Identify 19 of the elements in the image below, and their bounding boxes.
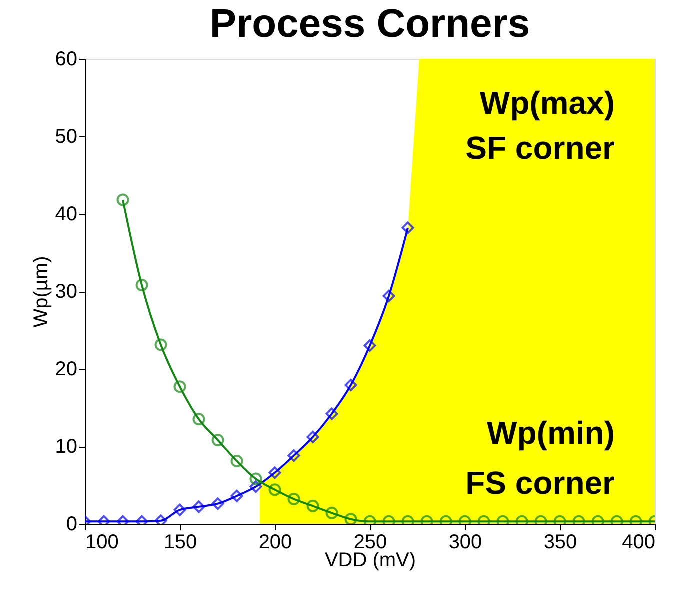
x-tick-label: 100 (86, 532, 119, 554)
x-tick-label: 350 (544, 532, 578, 554)
y-tick-label: 10 (55, 436, 78, 458)
y-tick-label: 0 (66, 514, 78, 536)
y-tick-label: 40 (55, 204, 78, 226)
x-tick-label: 300 (448, 532, 482, 554)
y-axis-title: Wp(µm) (30, 256, 52, 328)
annotation: FS corner (466, 465, 615, 501)
chart-title: Process Corners (210, 2, 530, 46)
y-tick-label: 20 (55, 358, 78, 380)
y-tick-label: 50 (55, 126, 78, 148)
x-tick-label: 150 (164, 532, 198, 554)
y-tick-label: 30 (55, 281, 78, 303)
annotation: Wp(min) (487, 415, 615, 451)
annotation: Wp(max) (480, 85, 615, 121)
x-tick-label: 200 (258, 532, 292, 554)
y-tick-label: 60 (55, 48, 78, 70)
x-tick-label: 400 (622, 532, 656, 554)
annotation: SF corner (466, 130, 615, 166)
